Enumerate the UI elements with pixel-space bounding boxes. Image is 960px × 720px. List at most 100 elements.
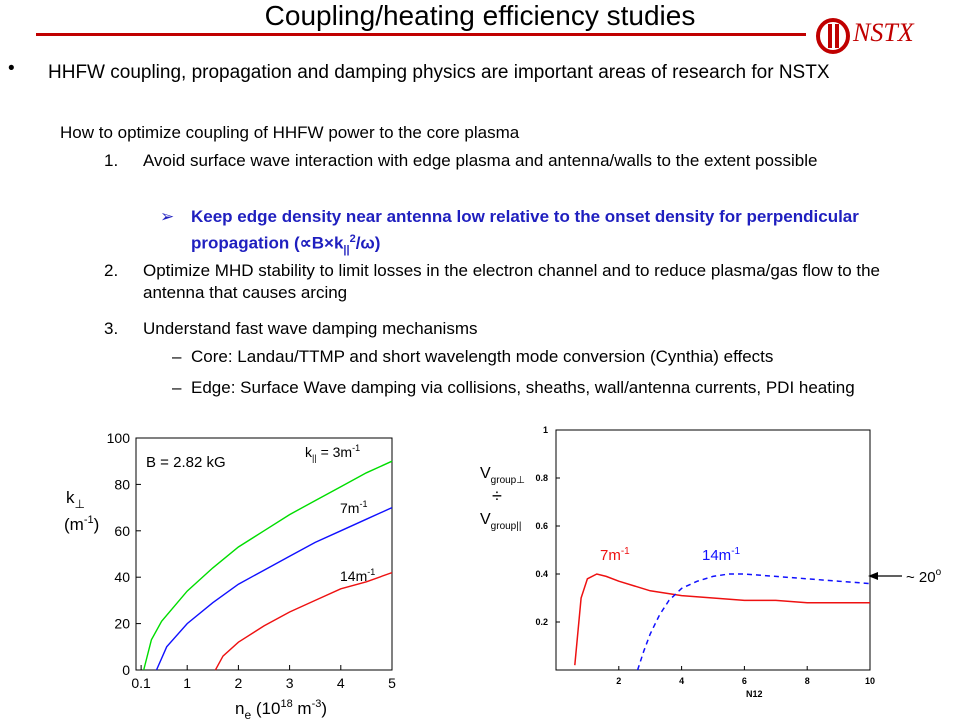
plot-frame	[135, 437, 393, 671]
series-line-14m-1	[636, 573, 871, 671]
arrow-head-icon	[868, 572, 878, 580]
main-bullet: HHFW coupling, propagation and damping p…	[48, 62, 830, 83]
nstx-logo: NSTX	[815, 16, 955, 56]
bullet-dot: •	[8, 58, 15, 79]
y-unit-end: )	[94, 515, 100, 534]
item-text-1: Avoid surface wave interaction with edge…	[143, 151, 818, 170]
x-tick-label: 4	[337, 675, 345, 691]
x-label-sub: e	[244, 708, 251, 720]
y-tick-label: 0.8	[535, 473, 548, 483]
series-line-7m-1	[574, 573, 870, 666]
y-label-divide: ÷	[492, 486, 502, 506]
series-label-sub: ||	[312, 453, 317, 463]
series-label-main: = 3m	[317, 444, 352, 460]
dash-bullet: –	[172, 378, 182, 397]
x-tick-label: 1	[183, 675, 191, 691]
y-label-top-main: V	[480, 465, 491, 482]
series-line-14m-1	[214, 571, 393, 671]
y-axis-unit: (m-1)	[64, 514, 99, 534]
angle-annotation: ~ 20o	[906, 567, 942, 586]
y-label-bot-main: V	[480, 511, 491, 528]
y-tick-label: 40	[114, 569, 130, 585]
x-label-main: n	[235, 699, 244, 718]
series-line-3m-1	[143, 460, 393, 671]
highlight-end: /ω)	[355, 233, 381, 253]
y-label-sub: ⊥	[75, 497, 85, 511]
group-velocity-chart: 2 4 6 8 10 0.2 0.4 0.6 0.8 1 Vgroup⊥ ÷ Vgroup|| N…	[480, 425, 942, 699]
series-label-3m: k|| = 3m-1	[305, 443, 360, 463]
x-tick-label: 8	[805, 676, 810, 686]
series-label-main: 14m	[702, 547, 731, 564]
series-label-14m: 14m-1	[340, 567, 375, 584]
y-label-top-sub: group⊥	[491, 475, 525, 486]
series-label-sup: -1	[352, 443, 360, 453]
y-label-bot-sub: group||	[491, 521, 522, 532]
y-label-top: Vgroup⊥	[480, 465, 525, 486]
x-label-mid: m	[293, 699, 312, 718]
x-label-end: )	[321, 699, 327, 718]
series-label-14m: 14m-1	[702, 546, 741, 564]
sub-item-1: Core: Landau/TTMP and short wavelength m…	[191, 347, 774, 366]
series-label-sup: -1	[367, 567, 375, 577]
series-label-main: 7m	[340, 500, 359, 516]
y-tick-label: 100	[107, 430, 131, 446]
item-text-2: Optimize MHD stability to limit losses i…	[143, 261, 881, 302]
plot-frame	[555, 429, 871, 671]
series-label-main: 7m	[600, 547, 621, 564]
dash-bullet: –	[172, 347, 182, 366]
highlight-text: Keep edge density near antenna low relat…	[191, 206, 911, 261]
y-unit-sup: -1	[84, 514, 94, 526]
x-tick-label: 6	[742, 676, 747, 686]
x-axis-label: N12	[746, 689, 763, 699]
y-tick-label: 20	[114, 616, 130, 632]
x-tick-label: 5	[388, 675, 396, 691]
angle-annotation-sup: o	[936, 567, 942, 578]
logo-text: NSTX	[853, 18, 914, 47]
y-tick-label: 0.2	[535, 617, 548, 627]
x-label-unit: (10	[251, 699, 280, 718]
y-tick-label: 60	[114, 523, 130, 539]
x-tick-label: 4	[679, 676, 684, 686]
x-label-sup2: -3	[312, 698, 322, 710]
highlight-main: Keep edge density near antenna low relat…	[191, 207, 859, 253]
series-label-7m: 7m-1	[340, 499, 367, 516]
item-number-1: 1.	[104, 151, 119, 170]
x-tick-label: 10	[865, 676, 875, 686]
x-tick-label: 2	[616, 676, 621, 686]
item-number-3: 3.	[104, 319, 119, 338]
series-label-sup: -1	[621, 546, 630, 557]
y-unit-main: (m	[64, 515, 84, 534]
y-tick-label: 80	[114, 476, 130, 492]
nstx-emblem-icon	[816, 18, 850, 54]
sub-item-2: Edge: Surface Wave damping via collision…	[191, 378, 855, 397]
x-tick-label: 0.1	[131, 675, 151, 691]
series-label-prefix: k	[305, 444, 313, 460]
series-label-sup: -1	[359, 499, 367, 509]
y-axis-label: k⊥	[66, 488, 85, 511]
highlight-sup: 2	[349, 233, 356, 245]
item-number-2: 2.	[104, 261, 119, 280]
angle-annotation-main: ~ 20	[906, 569, 936, 586]
subheading: How to optimize coupling of HHFW power t…	[60, 123, 520, 142]
y-label-main: k	[66, 488, 75, 507]
x-axis-label: ne (1018 m-3)	[235, 698, 327, 720]
y-tick-label: 0.4	[535, 569, 548, 579]
y-label-bottom: Vgroup||	[480, 511, 521, 532]
series-label-main: 14m	[340, 568, 367, 584]
highlight-sub: ||	[343, 244, 350, 257]
x-tick-label: 3	[286, 675, 294, 691]
field-annotation: B = 2.82 kG	[146, 454, 226, 471]
slide-title: Coupling/heating efficiency studies	[264, 0, 696, 31]
y-tick-label: 1	[543, 425, 548, 435]
series-label-sup: -1	[731, 546, 740, 557]
item-text-3: Understand fast wave damping mechanisms	[143, 319, 478, 338]
title-underline	[36, 33, 806, 36]
series-label-7m: 7m-1	[600, 546, 630, 564]
y-tick-label: 0	[122, 662, 130, 678]
x-label-sup1: 18	[280, 698, 292, 710]
y-tick-label: 0.6	[535, 521, 548, 531]
x-tick-label: 2	[235, 675, 243, 691]
series-line-7m-1	[155, 506, 393, 671]
arrow-bullet-icon: ➢	[160, 207, 175, 226]
